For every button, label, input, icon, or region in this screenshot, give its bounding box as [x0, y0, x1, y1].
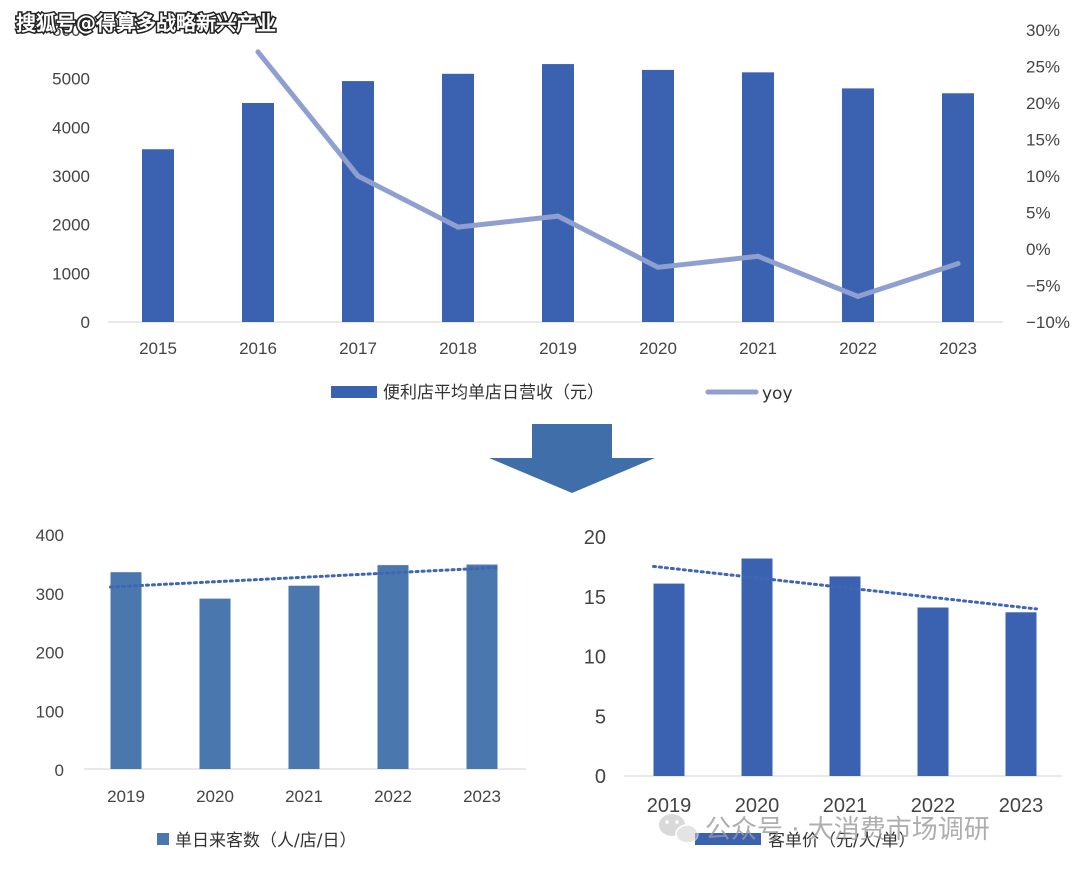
down-arrow — [489, 424, 655, 493]
y-left-tick-label: 0 — [81, 313, 90, 332]
yoy-point — [955, 261, 961, 267]
y-tick-label: 0 — [595, 766, 606, 788]
y-left-tick-label: 1000 — [52, 264, 90, 283]
yoy-point — [455, 224, 461, 230]
y-right-tick-label: −5% — [1026, 277, 1061, 296]
value-bar — [288, 585, 320, 769]
y-tick-label: 15 — [584, 587, 606, 609]
x-tick-label: 2022 — [911, 795, 956, 817]
y-tick-label: 5 — [595, 706, 606, 728]
value-bar — [653, 583, 685, 776]
y-tick-label: 300 — [36, 585, 64, 604]
x-tick-label: 2017 — [339, 339, 377, 358]
y-tick-label: 20 — [584, 527, 606, 549]
br-legend-swatch — [695, 833, 761, 845]
revenue-bar — [942, 93, 974, 323]
x-tick-label: 2020 — [735, 795, 780, 817]
y-tick-label: 0 — [55, 761, 64, 780]
x-tick-label: 2020 — [196, 787, 234, 806]
y-left-tick-label: 4000 — [52, 118, 90, 137]
x-tick-label: 2023 — [463, 787, 501, 806]
bl-legend-swatch — [157, 833, 169, 845]
revenue-bar — [142, 149, 174, 322]
top-combo-chart: 0 1000 2000 3000 4000 5000 6000 30% 25% 20% 15% 10… — [52, 21, 1070, 404]
yoy-point — [855, 293, 861, 299]
y-tick-label: 200 — [36, 644, 64, 663]
avg-ticket-chart: 0 5 10 15 20 2019 2020 2021 2022 2023 客单价（元/人/单） — [584, 527, 1062, 851]
yoy-point — [255, 49, 261, 55]
trendline — [652, 564, 1038, 611]
watermark-bottom: 公众号 · 大消费市场调研 — [705, 815, 990, 845]
y-right-tick-label: 15% — [1026, 131, 1060, 150]
x-tick-label: 2015 — [139, 339, 177, 358]
y-right-tick-label: 20% — [1026, 94, 1060, 113]
customer-count-chart: 0 100 200 300 400 2019 2020 2021 2022 2023 单日来客数… — [36, 526, 526, 851]
y-tick-label: 100 — [36, 702, 64, 721]
watermark-top: 搜狐号@得算多战略新兴产业 — [16, 11, 276, 35]
wechat-icon — [659, 814, 699, 844]
value-bar — [917, 607, 949, 776]
y-right-tick-label: 25% — [1026, 58, 1060, 77]
y-tick-label: 400 — [36, 526, 64, 545]
yoy-point — [755, 253, 761, 259]
x-tick-label: 2021 — [823, 795, 868, 817]
x-tick-label: 2022 — [839, 339, 877, 358]
x-tick-label: 2021 — [739, 339, 777, 358]
value-bar — [1005, 612, 1037, 776]
x-tick-label: 2018 — [439, 339, 477, 358]
revenue-bar — [242, 103, 274, 322]
y-right-tick-label: 0% — [1026, 240, 1051, 259]
br-legend-label: 客单价（元/人/单） — [768, 831, 915, 851]
y-left-tick-label: 2000 — [52, 216, 90, 235]
revenue-bar — [842, 88, 874, 323]
x-tick-label: 2023 — [999, 795, 1044, 817]
y-tick-label: 10 — [584, 647, 606, 669]
x-tick-label: 2023 — [939, 339, 977, 358]
revenue-bar — [542, 64, 574, 323]
y-right-tick-label: 30% — [1026, 21, 1060, 40]
trendline — [109, 565, 499, 589]
value-bar — [466, 564, 498, 769]
legend-swatch-bar — [331, 386, 377, 398]
x-tick-label: 2020 — [639, 339, 677, 358]
y-left-tick-label: 6000 — [52, 21, 90, 40]
y-left-tick-label: 5000 — [52, 70, 90, 89]
revenue-bar — [742, 72, 774, 322]
value-bar — [199, 598, 231, 769]
x-tick-label: 2019 — [647, 795, 692, 817]
bl-legend-label: 单日来客数（人/店/日） — [175, 831, 356, 851]
x-tick-label: 2022 — [374, 787, 412, 806]
revenue-bar — [442, 73, 474, 322]
x-tick-label: 2021 — [285, 787, 323, 806]
y-right-tick-label: 5% — [1026, 204, 1051, 223]
value-bar — [829, 576, 861, 776]
legend-label-line: yoy — [762, 384, 793, 404]
y-right-tick-label: −10% — [1026, 313, 1070, 332]
legend-label-bar: 便利店平均单店日营收（元） — [383, 383, 604, 403]
x-tick-label: 2019 — [539, 339, 577, 358]
value-bar — [741, 558, 773, 776]
value-bar — [377, 565, 409, 769]
y-left-tick-label: 3000 — [52, 167, 90, 186]
y-right-tick-label: 10% — [1026, 167, 1060, 186]
revenue-bar — [342, 81, 374, 322]
yoy-point — [655, 264, 661, 270]
yoy-point — [355, 173, 361, 179]
x-tick-label: 2019 — [107, 787, 145, 806]
value-bar — [110, 572, 142, 769]
yoy-line — [255, 49, 961, 299]
revenue-bar — [642, 69, 674, 322]
x-tick-label: 2016 — [239, 339, 277, 358]
yoy-point — [555, 213, 561, 219]
